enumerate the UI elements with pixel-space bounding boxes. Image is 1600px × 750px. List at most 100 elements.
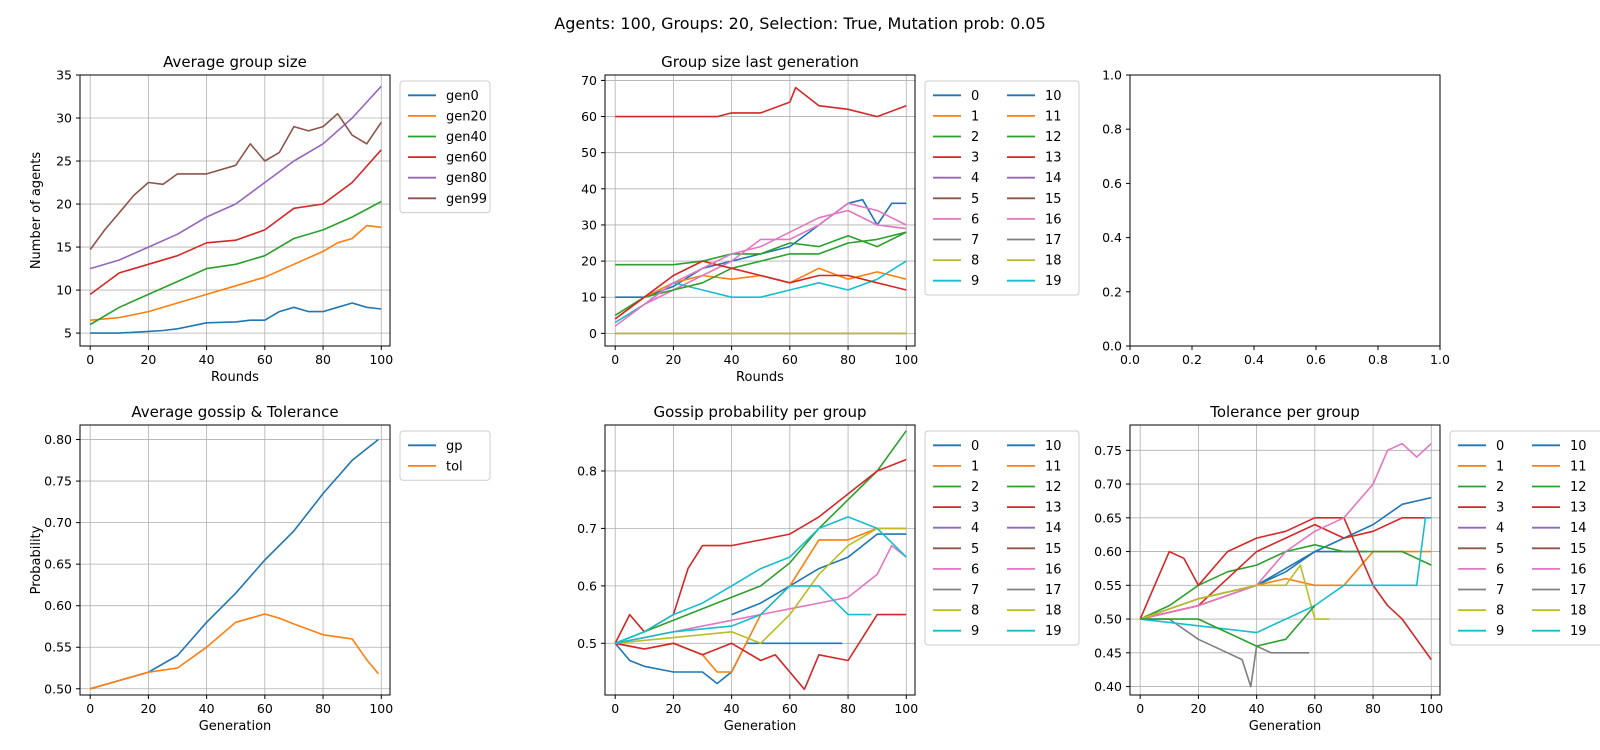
- x-tick-label: 0.2: [1182, 352, 1202, 367]
- chart-tolerance-per-group: 0 20 40 60 80 1000.400.450.500.550.600.650.70…: [1094, 403, 1600, 734]
- legend-frame: [399, 80, 491, 214]
- legend-label: 7: [971, 583, 979, 598]
- series-line-gen0: [90, 302, 382, 334]
- x-tick-label: 0: [86, 701, 94, 716]
- x-tick-label: 0.4: [1244, 352, 1264, 367]
- legend-label: 2: [971, 130, 979, 145]
- y-tick-label: 0.60: [44, 598, 72, 613]
- legend-label: gen99: [446, 192, 487, 207]
- axes-frame: [79, 74, 391, 347]
- y-tick-label: 0.2: [1102, 284, 1122, 299]
- legend-frame: [924, 80, 1080, 296]
- legend-label: 3: [971, 151, 979, 166]
- x-tick-label: 100: [1419, 701, 1443, 716]
- legend-label: 7: [1496, 583, 1504, 598]
- legend-label: 12: [1045, 130, 1062, 145]
- y-tick-label: 0.55: [1094, 578, 1122, 593]
- series-line-3: [1139, 516, 1432, 661]
- legend-label: 2: [971, 480, 979, 495]
- x-tick-label: 0: [611, 352, 619, 367]
- series-line-0b: [731, 533, 907, 616]
- legend-label: gp: [446, 439, 463, 454]
- series-line-3: [615, 86, 907, 118]
- y-tick-label: 0.65: [1094, 510, 1122, 525]
- legend-label: 0: [971, 89, 979, 104]
- series-lines: [614, 430, 907, 691]
- x-tick-label: 20: [140, 701, 156, 716]
- x-tick-label: 0: [86, 352, 94, 367]
- y-tick-label: 0.4: [1102, 230, 1122, 245]
- legend-label: 12: [1570, 480, 1587, 495]
- legend-label: 3: [1496, 501, 1504, 516]
- x-tick-label: 100: [894, 352, 918, 367]
- legend-label: 4: [971, 171, 979, 186]
- series-line-8: [615, 527, 907, 645]
- series-line-2: [1139, 543, 1432, 620]
- legend-label: 18: [1570, 604, 1587, 619]
- legend-label: 17: [1570, 583, 1587, 598]
- series-line-7: [1140, 618, 1309, 688]
- x-tick-label: 20: [1190, 701, 1206, 716]
- y-tick-label: 0.0: [1102, 339, 1122, 354]
- y-axis-label: Probability: [29, 525, 44, 594]
- series-lines: [1139, 442, 1432, 688]
- y-tick-label: 20: [56, 197, 72, 212]
- x-tick-label: 0.0: [1120, 352, 1140, 367]
- y-tick-label: 0.40: [1094, 679, 1122, 694]
- y-tick-label: 0.75: [44, 474, 72, 489]
- legend-label: 10: [1045, 439, 1062, 454]
- x-tick-label: 0.8: [1368, 352, 1388, 367]
- y-tick-label: 0: [589, 326, 597, 341]
- y-tick-label: 0.45: [1094, 645, 1122, 660]
- x-tick-label: 80: [1365, 701, 1381, 716]
- y-tick-label: 0.70: [1094, 477, 1122, 492]
- legend-label: 19: [1045, 624, 1062, 639]
- y-tick-label: 30: [581, 217, 597, 232]
- axes-frame: [604, 424, 916, 696]
- y-tick-label: 0.7: [577, 521, 597, 536]
- legend-label: 19: [1045, 274, 1062, 289]
- series-line-gen40: [89, 200, 382, 326]
- series-line-12: [1140, 605, 1316, 647]
- legend-label: gen20: [446, 109, 487, 124]
- y-axis-label: Number of agents: [29, 152, 44, 270]
- y-tick-label: 10: [581, 290, 597, 305]
- x-tick-label: 1.0: [1430, 352, 1450, 367]
- legend-label: 4: [1496, 521, 1504, 536]
- legend-label: 6: [971, 212, 979, 227]
- y-tick-label: 30: [56, 111, 72, 126]
- x-tick-label: 80: [840, 352, 856, 367]
- chart-title: Group size last generation: [661, 53, 859, 71]
- chart-avg-gossip-tolerance: 0 20 40 60 80 100 0.50 0.55 0.60 0.65 0.70 0.75 0.80…: [29, 403, 491, 734]
- y-tick-label: 0.65: [44, 557, 72, 572]
- figure-suptitle: Agents: 100, Groups: 20, Selection: True…: [554, 14, 1046, 33]
- legend-label: gen80: [446, 171, 487, 186]
- series-line-12: [614, 231, 907, 316]
- y-tick-label: 25: [56, 154, 72, 169]
- legend-label: 18: [1045, 604, 1062, 619]
- y-tick-label: 0.5: [577, 636, 597, 651]
- legend-label: 16: [1045, 562, 1062, 577]
- series-line-13: [614, 260, 907, 320]
- series-lines: [89, 438, 380, 690]
- series-line-0: [614, 642, 843, 685]
- series-line-8: [1139, 564, 1330, 620]
- chart-avg-group-size: 0 20 40 60 80 100 5 10 15 20 25 30 35 Average group s…: [29, 53, 491, 385]
- legend-frame: [924, 430, 1080, 646]
- legend-label: 9: [971, 274, 979, 289]
- y-tick-label: 0.8: [577, 463, 597, 478]
- x-tick-label: 20: [665, 701, 681, 716]
- legend-label: 15: [1045, 542, 1062, 557]
- x-tick-label: 20: [140, 352, 156, 367]
- y-tick-label: 50: [581, 145, 597, 160]
- series-lines: [89, 85, 382, 334]
- y-tick-label: 10: [56, 283, 72, 298]
- x-tick-label: 20: [665, 352, 681, 367]
- legend-label: 17: [1045, 583, 1062, 598]
- series-line-3b: [615, 613, 907, 691]
- x-tick-label: 60: [257, 701, 273, 716]
- legend-label: 16: [1570, 562, 1587, 577]
- legend-label: 1: [971, 109, 979, 124]
